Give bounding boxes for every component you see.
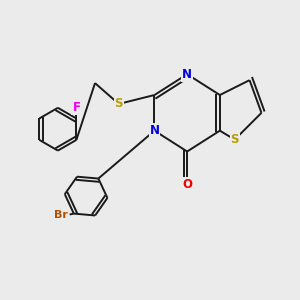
Text: S: S	[115, 98, 123, 110]
Text: F: F	[72, 101, 80, 114]
Text: S: S	[230, 133, 239, 146]
Text: Br: Br	[54, 210, 68, 220]
Text: O: O	[182, 178, 192, 191]
Text: N: N	[182, 68, 192, 81]
Text: N: N	[149, 124, 160, 137]
